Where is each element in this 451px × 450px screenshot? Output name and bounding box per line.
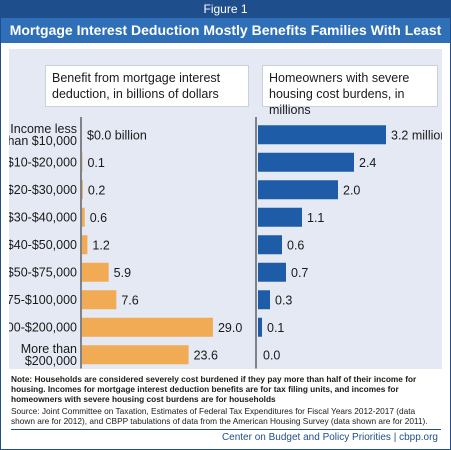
footer-divider [11, 429, 441, 430]
right-value-label: 0.0 [263, 348, 280, 362]
source-text: Source: Joint Committee on Taxation, Est… [11, 406, 428, 426]
category-label: $50-$75,000 [9, 265, 77, 279]
note-text: Note: Households are considered severely… [11, 374, 417, 404]
left-value-label: $0.0 billion [87, 128, 147, 142]
right-value-label: 2.0 [343, 183, 360, 197]
left-bar [82, 235, 88, 255]
category-label: $75-$100,000 [9, 293, 77, 307]
notes-block: Note: Households are considered severely… [11, 374, 441, 428]
figure-label: Figure 1 [1, 1, 450, 18]
category-label: $100-$200,000 [9, 320, 77, 334]
left-bar [82, 290, 117, 310]
left-value-label: 5.9 [114, 266, 131, 280]
left-value-label: 1.2 [92, 238, 109, 252]
left-value-label: 29.0 [218, 321, 242, 335]
right-bar [258, 290, 270, 310]
right-panel-header: Homeowners with severe housing cost burd… [262, 65, 438, 117]
right-value-label: 3.2 million [391, 128, 442, 142]
chart-title: Mortgage Interest Deduction Mostly Benef… [1, 18, 450, 63]
chart-panel: Benefit from mortgage interest deduction… [9, 49, 442, 369]
left-value-label: 0.1 [87, 156, 104, 170]
right-bar [258, 152, 354, 172]
left-bar [82, 180, 83, 200]
left-bar [82, 207, 85, 227]
right-bar [258, 207, 302, 227]
footer: Center on Budget and Policy Priorities |… [1, 429, 450, 449]
bar-chart-svg: Income less than $10,000 $0.0 billion 3.2 m… [9, 117, 442, 369]
right-bar [258, 317, 262, 337]
right-value-label: 2.4 [359, 156, 376, 170]
right-value-label: 0.7 [291, 266, 308, 280]
category-label: $30-$40,000 [9, 210, 77, 224]
right-value-label: 1.1 [307, 211, 324, 225]
left-bar [82, 345, 189, 365]
left-value-label: 0.6 [90, 211, 107, 225]
right-value-label: 0.3 [275, 293, 292, 307]
category-label: $10-$20,000 [9, 155, 77, 169]
left-bar [82, 262, 109, 282]
left-bar [82, 317, 213, 337]
right-bar [258, 235, 282, 255]
footer-credit: Center on Budget and Policy Priorities |… [221, 432, 438, 443]
category-label: $20-$30,000 [9, 183, 77, 197]
left-value-label: 23.6 [194, 348, 218, 362]
category-label: $40-$50,000 [9, 238, 77, 252]
right-bar [258, 180, 338, 200]
left-panel-header: Benefit from mortgage interest deduction… [45, 65, 249, 107]
right-bar [258, 262, 286, 282]
right-value-label: 0.1 [267, 321, 284, 335]
left-value-label: 0.2 [88, 183, 105, 197]
category-label: More than $200,000 [21, 342, 77, 368]
left-value-label: 7.6 [121, 293, 138, 307]
category-label: Income less than $10,000 [9, 122, 77, 148]
right-bar [258, 125, 386, 145]
right-value-label: 0.6 [287, 238, 304, 252]
